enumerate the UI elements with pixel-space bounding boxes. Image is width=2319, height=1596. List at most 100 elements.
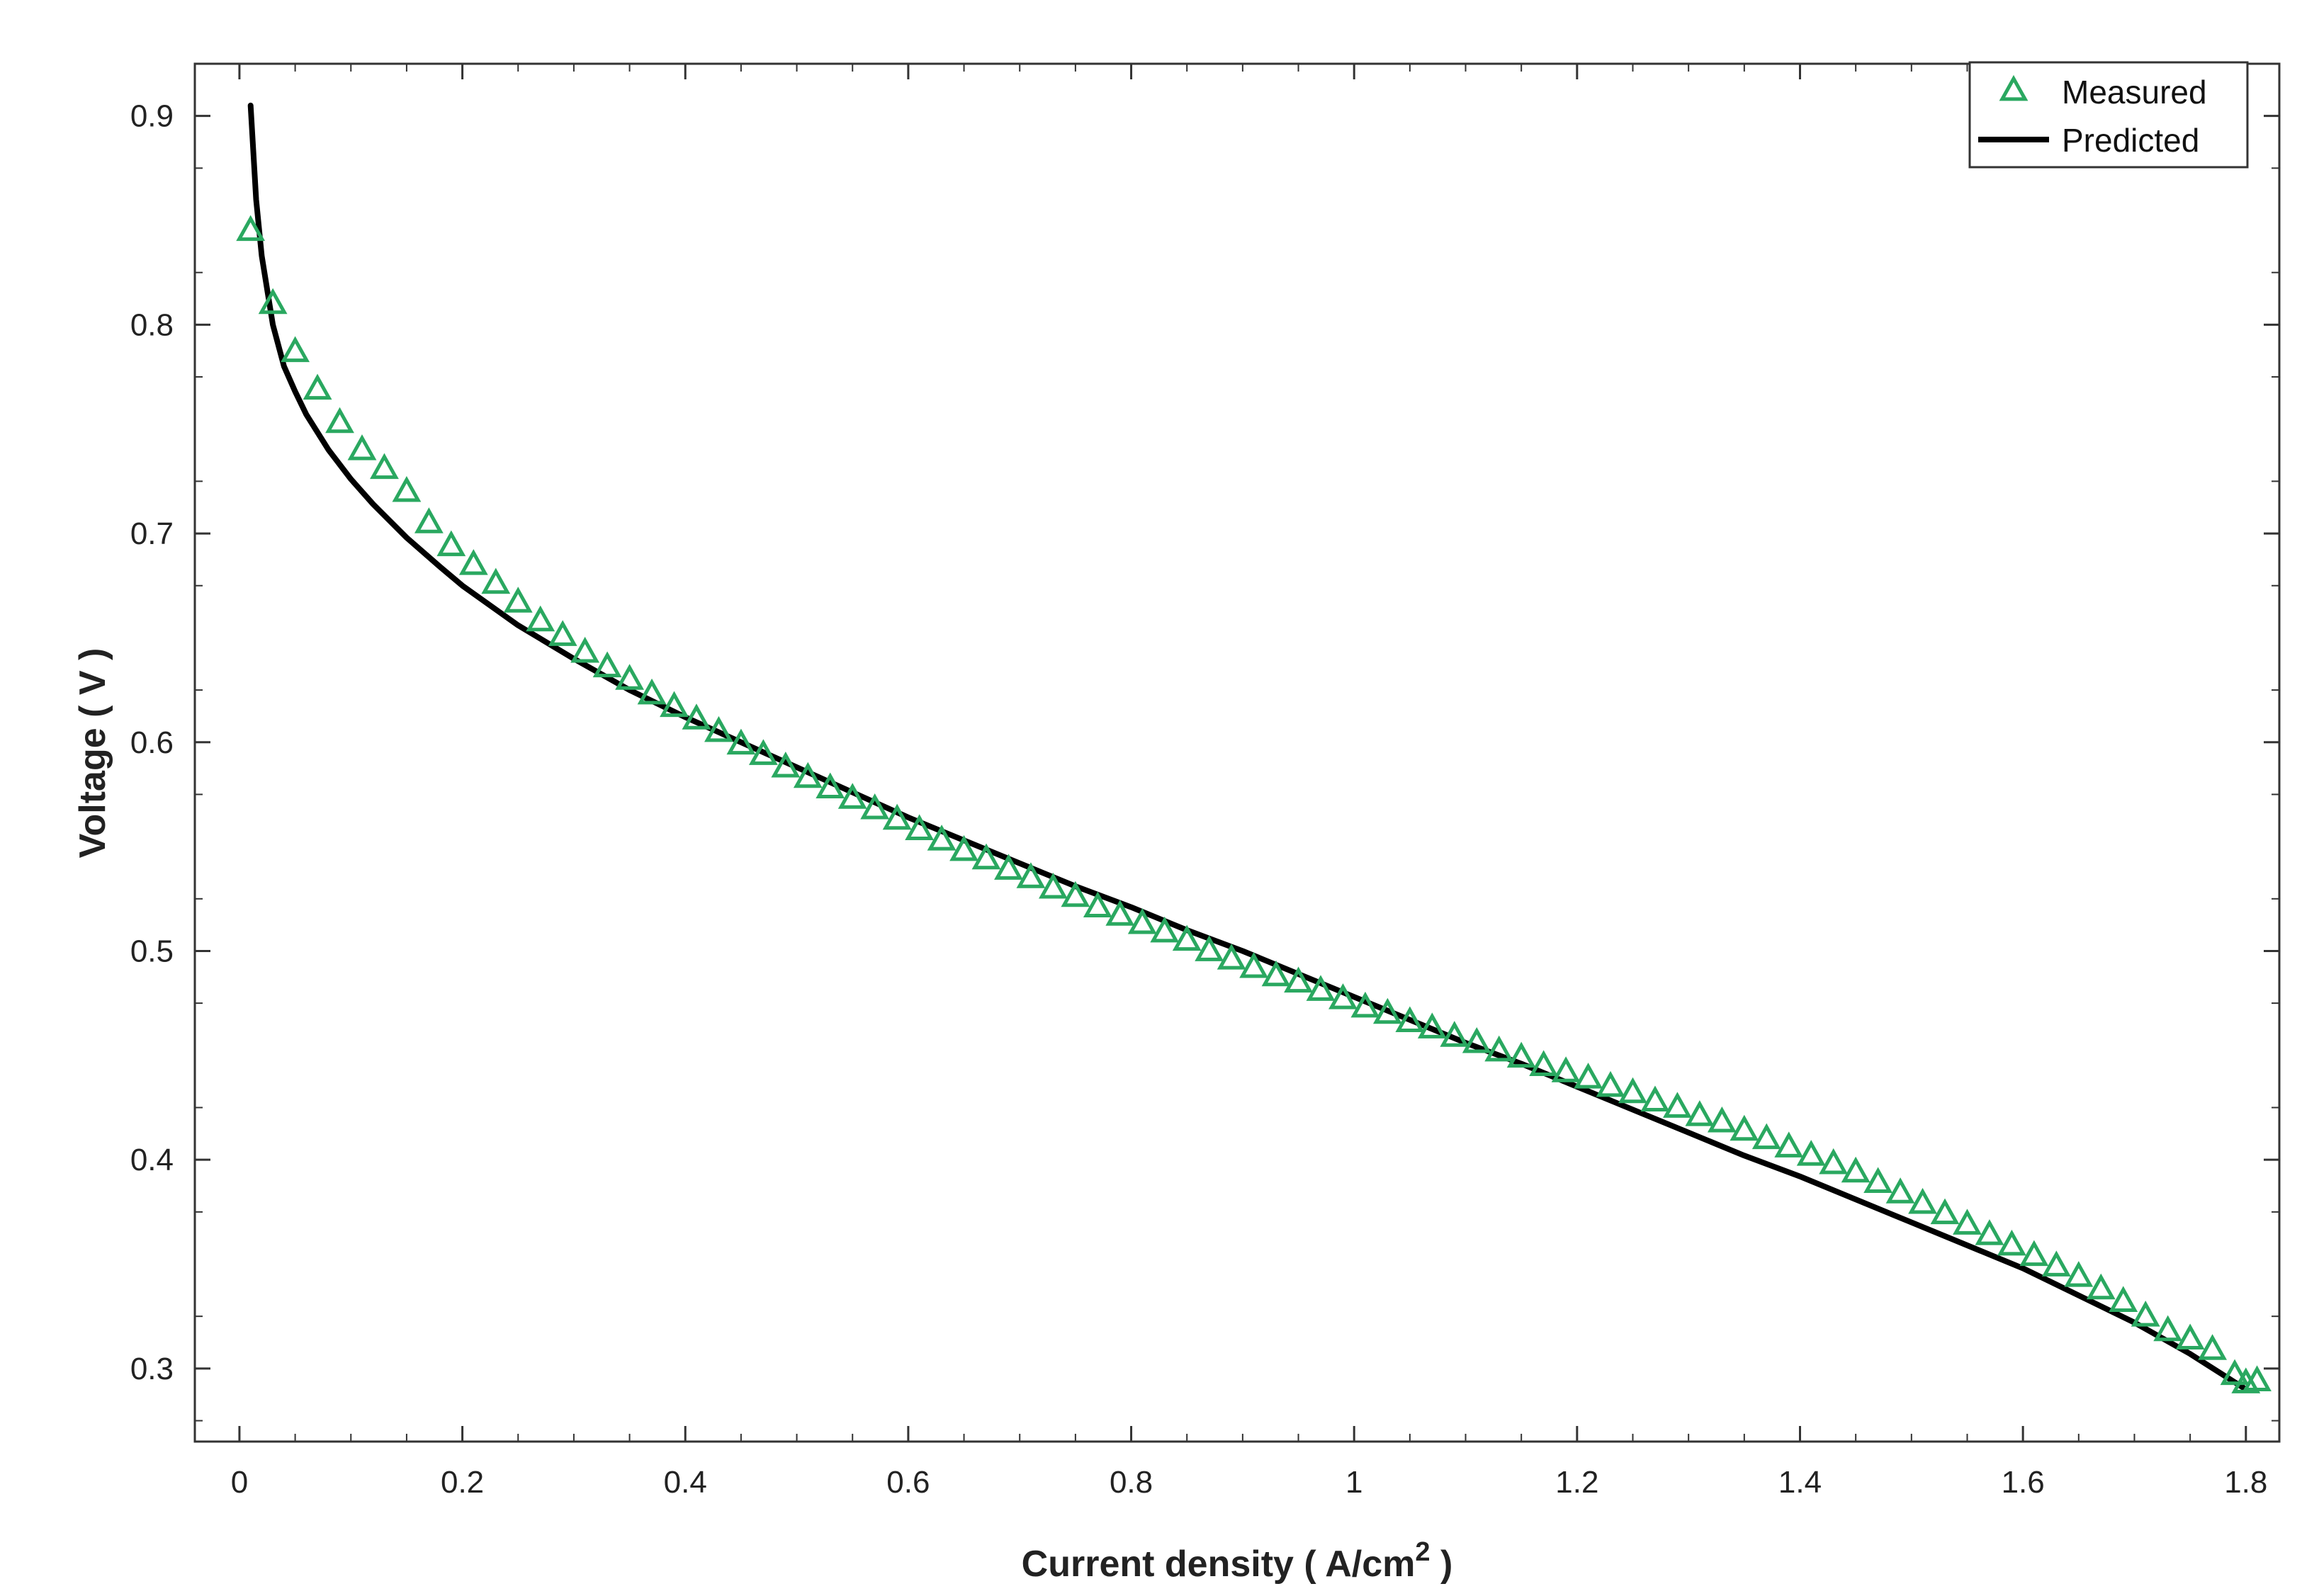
measured-point [1640, 1085, 1670, 1112]
measured-point [1217, 944, 1246, 970]
measured-point [1975, 1219, 2004, 1245]
measured-point [526, 605, 555, 632]
measured-point [771, 752, 801, 778]
legend-predicted-label: Predicted [2062, 122, 2199, 159]
x-tick-label: 1.4 [1778, 1465, 1822, 1500]
measured-point [682, 703, 711, 730]
measured-point [882, 803, 912, 830]
x-tick-label: 0.2 [441, 1465, 484, 1500]
measured-point [2019, 1240, 2049, 1267]
measured-point [1618, 1077, 1647, 1104]
legend-measured-marker [1999, 74, 2029, 101]
measured-point [481, 567, 511, 594]
x-tick-label: 0.8 [1110, 1465, 1153, 1500]
measured-point [615, 664, 644, 690]
measured-point [1105, 900, 1135, 926]
measured-point [927, 825, 957, 851]
measured-point [2175, 1323, 2205, 1349]
measured-point [1930, 1198, 1960, 1225]
measured-point [1953, 1209, 1982, 1235]
measured-point [1328, 983, 1358, 1009]
measured-point [1908, 1187, 1937, 1214]
plot-area [193, 62, 2281, 1443]
measured-point [1172, 924, 1202, 951]
measured-point [1440, 1021, 1469, 1047]
measured-point [1127, 908, 1157, 934]
x-tick-label: 1.8 [2224, 1465, 2267, 1500]
measured-point [436, 530, 466, 557]
y-axis: 0.3 0.4 0.5 0.6 0.7 0.8 0.9 [130, 99, 2279, 1422]
measured-point [2041, 1250, 2071, 1277]
measured-point [592, 651, 622, 678]
y-tick-label: 0.8 [130, 307, 174, 342]
measured-point [1751, 1123, 1781, 1150]
x-tick-label: 0.6 [886, 1465, 930, 1500]
measured-point [1685, 1100, 1715, 1126]
y-tick-label: 0.7 [130, 516, 174, 551]
measured-point [1506, 1041, 1536, 1068]
measured-point [2086, 1273, 2116, 1300]
measured-point [1885, 1177, 1915, 1204]
measured-point [1551, 1056, 1581, 1082]
measured-point [503, 587, 533, 613]
measured-point [1529, 1050, 1559, 1076]
measured-point [548, 620, 577, 646]
measured-point [2220, 1359, 2250, 1386]
measured-point [1707, 1106, 1737, 1133]
x-tick-label: 0 [231, 1465, 248, 1500]
y-tick-label: 0.9 [130, 99, 174, 134]
measured-point [1261, 960, 1291, 987]
predicted-line [247, 102, 2249, 1393]
measured-point [1039, 872, 1068, 899]
measured-point [860, 793, 890, 820]
measured-point [1417, 1012, 1447, 1038]
y-tick-label: 0.6 [130, 725, 174, 760]
measured-point [458, 549, 488, 575]
measured-point [1083, 891, 1112, 917]
measured-point [837, 783, 867, 809]
measured-point [1774, 1131, 1804, 1158]
measured-point [1863, 1167, 1893, 1193]
y-axis-title: Voltage ( V ) [72, 648, 113, 859]
measured-point [2064, 1261, 2094, 1287]
measured-point [303, 373, 332, 400]
measured-point [816, 772, 845, 798]
measured-point [281, 336, 310, 363]
measured-point [2109, 1286, 2138, 1312]
measured-point [258, 288, 288, 315]
measured-point [2198, 1334, 2228, 1360]
measured-point [1596, 1070, 1625, 1097]
measured-point [1462, 1027, 1491, 1053]
measured-point [793, 762, 823, 788]
measured-point [637, 678, 667, 705]
legend-measured-label: Measured [2062, 74, 2207, 111]
x-tick-label: 1.6 [2002, 1465, 2045, 1500]
measured-point [392, 476, 422, 502]
measured-point [370, 453, 399, 480]
measured-point [1306, 975, 1336, 1001]
measured-point [994, 854, 1023, 880]
measured-point [414, 507, 444, 533]
x-axis: 0 0.2 0.4 0.6 0.8 1 1.2 1.4 1.6 1.8 [231, 64, 2267, 1500]
x-tick-label: 1.2 [1555, 1465, 1598, 1500]
measured-point [1061, 881, 1090, 907]
measured-point [1997, 1229, 2026, 1256]
x-tick-label: 1 [1345, 1465, 1362, 1500]
measured-point [1284, 966, 1313, 993]
measured-point [1484, 1035, 1514, 1062]
measured-point [236, 215, 266, 242]
measured-point [726, 728, 756, 755]
legend: Measured Predicted [1968, 61, 2249, 169]
measured-point [905, 814, 935, 840]
measured-point [325, 407, 354, 434]
measured-point [660, 691, 689, 718]
measured-point [1150, 916, 1180, 943]
measured-point [2131, 1301, 2160, 1327]
measured-point [1016, 862, 1046, 888]
x-tick-label: 0.4 [664, 1465, 707, 1500]
measured-point [1730, 1114, 1759, 1141]
measured-point [704, 715, 733, 742]
measured-point [1574, 1063, 1603, 1089]
measured-point [1841, 1156, 1871, 1183]
measured-point [949, 834, 978, 861]
